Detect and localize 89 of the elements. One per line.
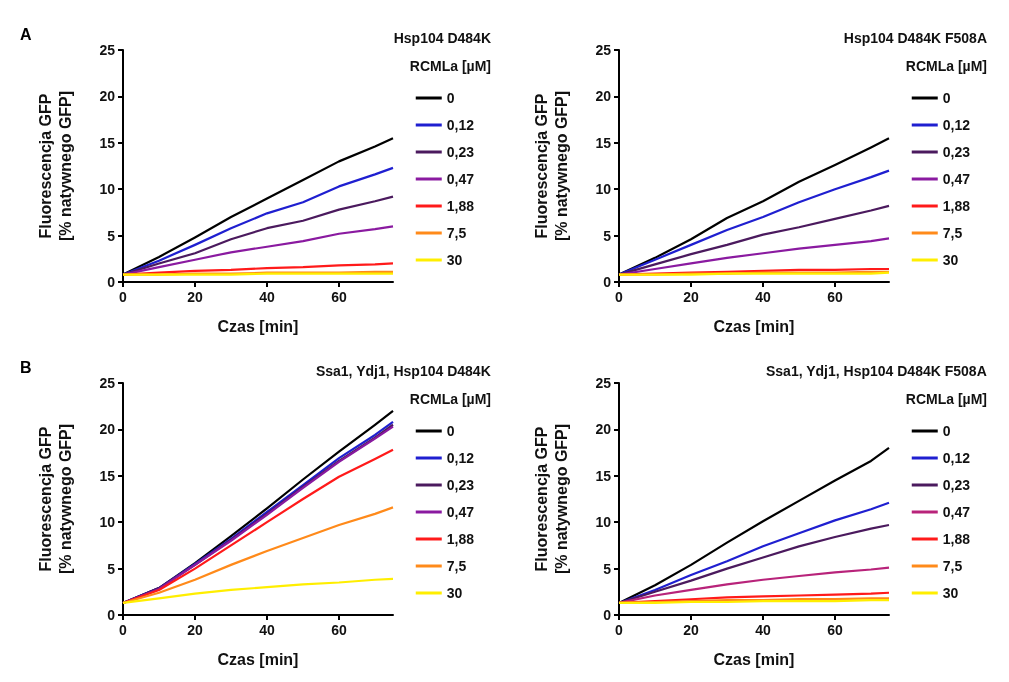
- legend-label: 0,12: [942, 450, 971, 466]
- legend-label: 7,5: [446, 558, 467, 574]
- y-tick-label: 5: [603, 227, 612, 244]
- x-tick-label: 20: [683, 289, 699, 305]
- y-tick-label: 25: [99, 375, 116, 391]
- line-series: [121, 577, 395, 605]
- x-tick-label: 40: [259, 289, 275, 305]
- text: Hsp104 D484K: [393, 30, 492, 46]
- legend-label: 0: [942, 423, 951, 439]
- chart-title: Ssa1, Ydj1, Hsp104 D484K: [315, 363, 491, 379]
- chart-title: Ssa1, Ydj1, Hsp104 D484K F508A: [765, 363, 987, 379]
- x-tick-label: 0: [119, 289, 128, 305]
- x-tick-label: 20: [187, 289, 203, 305]
- y-tick-label: 20: [99, 421, 116, 438]
- y-tick-label: 25: [595, 42, 612, 58]
- x-axis-title: Czas [min]: [217, 317, 299, 335]
- y-axis-title: Fluorescencja GFP [% natywnego GFP]: [532, 423, 570, 575]
- legend-label: 30: [446, 252, 463, 268]
- legend-label: 0,12: [446, 117, 475, 133]
- legend-label: 0,23: [446, 144, 475, 160]
- text: B: [20, 358, 32, 376]
- legend-label: 1,88: [942, 531, 971, 547]
- y-axis-title: Fluorescencja GFP [% natywnego GFP]: [532, 90, 570, 242]
- legend-label: 0: [446, 90, 455, 106]
- x-axis-title: Czas [min]: [217, 650, 299, 668]
- y-tick-label: 10: [99, 514, 116, 531]
- text: A: [20, 25, 32, 43]
- legend-label: 0: [942, 90, 951, 106]
- x-tick-label: 0: [119, 622, 128, 638]
- y-tick-label: 10: [595, 181, 612, 198]
- x-tick-label: 40: [259, 622, 275, 638]
- line-series: [617, 566, 891, 605]
- y-tick-label: 15: [595, 467, 612, 484]
- y-tick-label: 15: [99, 467, 116, 484]
- y-tick-label: 5: [107, 227, 116, 244]
- legend-label: 0,23: [942, 477, 971, 493]
- legend-label: 1,88: [446, 531, 475, 547]
- x-axis-title: Czas [min]: [713, 317, 795, 335]
- y-tick-label: 0: [603, 274, 612, 290]
- y-tick-label: 10: [595, 514, 612, 531]
- legend-label: 30: [446, 585, 463, 601]
- legend-label: 0,47: [446, 504, 475, 520]
- legend-label: 0,12: [446, 450, 475, 466]
- legend-label: 0,23: [446, 477, 475, 493]
- legend-label: 0,47: [942, 171, 971, 187]
- y-tick-label: 5: [107, 560, 116, 577]
- x-tick-label: 40: [755, 289, 771, 305]
- x-tick-label: 60: [827, 622, 843, 638]
- y-axis-title: Fluorescencja GFP [% natywnego GFP]: [36, 423, 74, 575]
- y-tick-label: 25: [595, 375, 612, 391]
- x-tick-label: 0: [615, 622, 624, 638]
- y-tick-label: 15: [595, 134, 612, 151]
- y-tick-label: 0: [107, 607, 116, 623]
- y-tick-label: 20: [595, 88, 612, 105]
- legend-label: 7,5: [942, 225, 963, 241]
- legend-title: RCMLa [µM]: [905, 58, 988, 74]
- legend-label: 0: [446, 423, 455, 439]
- x-tick-label: 60: [331, 622, 347, 638]
- x-axis-title: Czas [min]: [713, 650, 795, 668]
- x-tick-label: 0: [615, 289, 624, 305]
- legend-label: 7,5: [446, 225, 467, 241]
- legend-label: 0,23: [942, 144, 971, 160]
- x-tick-label: 20: [683, 622, 699, 638]
- legend-label: 0,12: [942, 117, 971, 133]
- legend-label: 30: [942, 252, 959, 268]
- legend-title: RCMLa [µM]: [409, 58, 492, 74]
- legend-label: 1,88: [446, 198, 475, 214]
- legend-label: 1,88: [942, 198, 971, 214]
- x-tick-label: 20: [187, 622, 203, 638]
- y-tick-label: 0: [603, 607, 612, 623]
- x-tick-label: 60: [331, 289, 347, 305]
- y-tick-label: 5: [603, 560, 612, 577]
- y-tick-label: 0: [107, 274, 116, 290]
- x-tick-label: 40: [755, 622, 771, 638]
- line-series: [121, 506, 395, 605]
- legend-label: 30: [942, 585, 959, 601]
- y-tick-label: 10: [99, 181, 116, 198]
- y-axis-title: Fluorescencja GFP [% natywnego GFP]: [36, 90, 74, 242]
- legend-label: 0,47: [942, 504, 971, 520]
- legend-title: RCMLa [µM]: [905, 391, 988, 407]
- legend-title: RCMLa [µM]: [409, 391, 492, 407]
- x-tick-label: 60: [827, 289, 843, 305]
- y-tick-label: 15: [99, 134, 116, 151]
- legend-label: 7,5: [942, 558, 963, 574]
- y-tick-label: 20: [99, 88, 116, 105]
- legend-label: 0,47: [446, 171, 475, 187]
- y-tick-label: 25: [99, 42, 116, 58]
- y-tick-label: 20: [595, 421, 612, 438]
- chart-title: Hsp104 D484K F508A: [843, 30, 987, 46]
